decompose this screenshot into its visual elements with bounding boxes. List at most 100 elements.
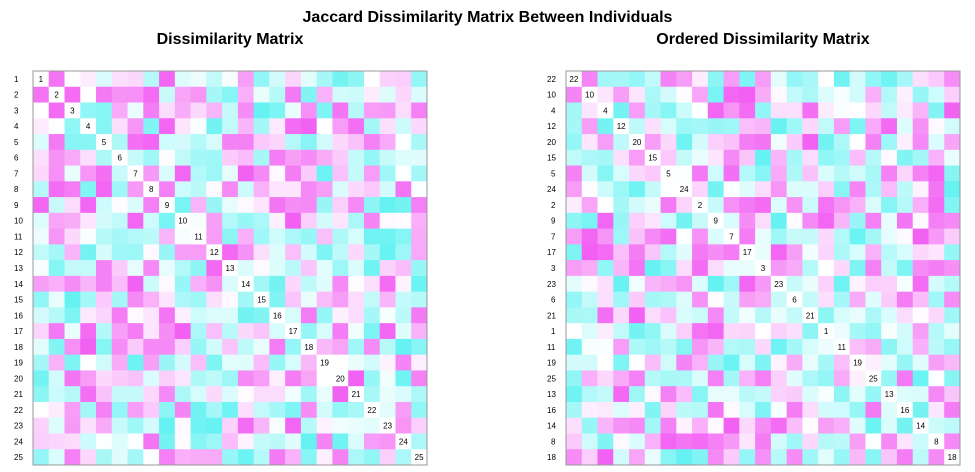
heatmap-cell [881,212,898,230]
heatmap-cell [332,228,349,245]
heatmap-cell [912,433,929,450]
heatmap-cell [237,354,255,371]
heatmap-cell [928,323,945,340]
heatmap-cell [597,354,614,371]
heatmap-cell [143,386,160,403]
heatmap-cell [253,134,270,151]
heatmap-cell [581,449,599,466]
heatmap-cell [159,307,176,324]
heatmap-cell [33,71,50,88]
heatmap-cell [96,197,113,214]
heatmap-cell [833,260,851,277]
heatmap-cell [206,386,223,403]
heatmap-cell [802,401,819,419]
heatmap-cell [300,386,318,403]
heatmap-cell [395,86,412,104]
heatmap-cell [660,181,677,198]
heatmap-cell [316,260,333,277]
heatmap-cell [818,323,835,340]
heatmap-cell [285,449,302,466]
row-label: 1 [551,327,556,336]
row-label: 12 [547,122,556,131]
diagonal-label: 10 [178,217,187,226]
heatmap-cell [237,181,255,198]
heatmap-cell [269,260,286,277]
heatmap-cell [411,291,428,308]
heatmap-cell [237,71,255,88]
heatmap-cell [770,71,788,88]
heatmap-cell [253,86,270,104]
heatmap-cell [269,401,286,419]
heatmap-cell [786,134,803,151]
heatmap-cell [395,134,412,151]
diagonal-label: 12 [210,248,219,257]
heatmap-cell [613,134,630,151]
heatmap-cell [613,86,630,104]
heatmap-cell [912,323,929,340]
heatmap-cell [833,86,851,104]
row-label: 14 [14,280,23,289]
heatmap-cell [348,228,365,245]
row-label: 6 [14,154,19,163]
heatmap-cell [80,86,97,104]
heatmap-cell [143,165,160,182]
row-label: 17 [547,248,556,257]
heatmap-cell [881,244,898,261]
heatmap-cell [80,212,97,230]
heatmap-cell [707,244,725,261]
heatmap-cell [332,307,349,324]
heatmap-cell [64,433,81,450]
row-label: 7 [551,232,556,241]
heatmap-cell [566,149,583,167]
heatmap-cell [865,354,882,371]
heatmap-cell [285,165,302,182]
heatmap-cell [755,134,772,151]
heatmap-cell [269,386,286,403]
heatmap-cell [818,118,835,135]
heatmap-cell [316,323,333,340]
heatmap-cell [881,386,898,403]
heatmap-cell [912,102,929,119]
heatmap-cell [613,433,630,450]
heatmap-cell [206,401,223,419]
heatmap-cell [881,260,898,277]
heatmap-cell [723,370,740,387]
heatmap-cell [566,307,583,324]
heatmap-cell [786,71,803,88]
heatmap-cell [143,149,160,167]
heatmap-cell [802,449,819,466]
row-label: 3 [14,106,19,115]
heatmap-cell [300,181,318,198]
heatmap-cell [739,417,756,434]
heatmap-cell [159,102,176,119]
heatmap-cell [64,86,81,104]
heatmap-cell [174,149,192,167]
heatmap-cell [613,165,630,182]
heatmap-cell [127,323,144,340]
heatmap-cell [660,102,677,119]
heatmap-cell [206,417,223,434]
heatmap-cell [881,71,898,88]
heatmap-cell [174,118,192,135]
heatmap-cell [222,291,239,308]
heatmap-cell [770,354,788,371]
heatmap-cell [206,134,223,151]
heatmap-cell [206,118,223,135]
heatmap-cell [692,338,709,356]
heatmap-cell [644,275,662,293]
heatmap-cell [818,417,835,434]
heatmap-cell [770,260,788,277]
heatmap-cell [48,307,66,324]
heatmap-cell [159,449,176,466]
heatmap-cell [928,275,945,293]
heatmap-cell [222,212,239,230]
diagonal-label: 6 [117,154,122,163]
heatmap-cell [33,323,50,340]
heatmap-cell [581,370,599,387]
heatmap-cell [33,134,50,151]
heatmap-cell [80,417,97,434]
heatmap-cell [253,118,270,135]
heatmap-cell [707,102,725,119]
heatmap-cell [597,86,614,104]
